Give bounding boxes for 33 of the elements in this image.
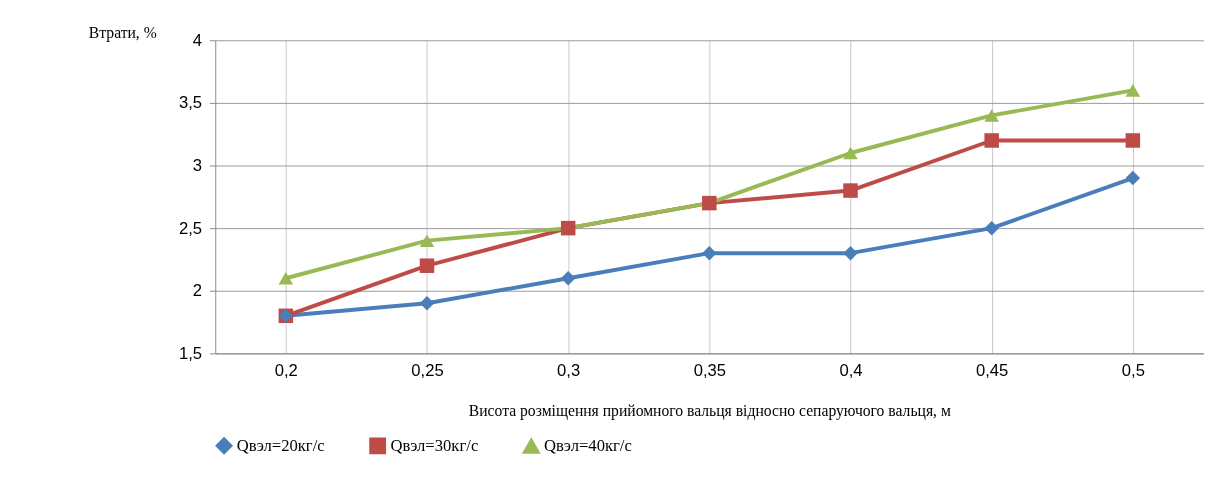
x-tick-label: 0,35 xyxy=(693,361,727,381)
point xyxy=(843,183,858,198)
x-tick-label: 0,4 xyxy=(839,361,863,381)
point xyxy=(560,270,576,286)
x-tick-label: 0,45 xyxy=(975,361,1009,381)
x-tick-label: 0,25 xyxy=(411,361,444,381)
point xyxy=(843,146,858,160)
y-tick-label: 1,5 xyxy=(178,343,203,363)
point xyxy=(419,258,435,273)
point xyxy=(1125,84,1141,97)
point xyxy=(1125,170,1141,186)
point xyxy=(1125,133,1141,148)
point xyxy=(843,245,858,261)
y-tick-label: 2 xyxy=(192,281,203,301)
x-tick-label: 0,5 xyxy=(1121,361,1145,381)
point xyxy=(702,245,717,261)
point xyxy=(984,109,999,122)
y-tick-label: 4 xyxy=(192,30,203,50)
x-axis-title: Висота розміщення прийомного вальця відносно сепаруючого вальця, м xyxy=(468,402,951,421)
point xyxy=(419,234,435,247)
y-tick-label: 2,5 xyxy=(178,218,203,238)
y-tick-label: 3,5 xyxy=(178,93,203,113)
point xyxy=(984,220,999,236)
y-tick-label: 3 xyxy=(192,155,203,175)
point xyxy=(278,271,294,285)
y-axis-title: Втрати, % xyxy=(88,23,157,42)
legend-label: Qвэл=30кг/с xyxy=(390,435,479,455)
x-tick-label: 0,3 xyxy=(557,361,581,381)
point xyxy=(419,296,435,311)
point xyxy=(984,133,999,148)
legend-label: Qвэл=20кг/с xyxy=(236,435,325,455)
x-tick-label: 0,2 xyxy=(274,361,298,381)
legend-label: Qвэл=40кг/с xyxy=(543,436,632,456)
